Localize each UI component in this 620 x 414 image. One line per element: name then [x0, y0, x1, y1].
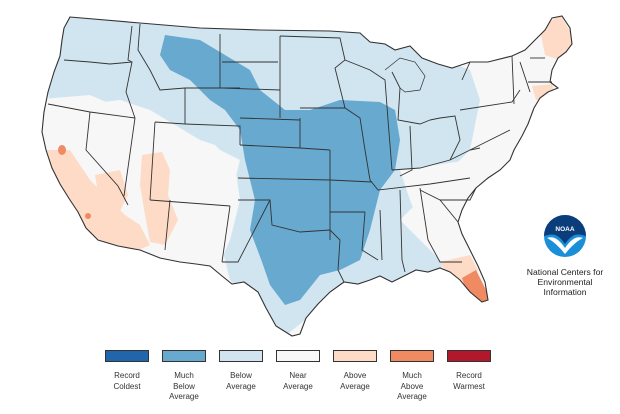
- region-much-below-average: [160, 35, 400, 305]
- region-above-average-southwest: [44, 150, 150, 250]
- ncei-text: National Centers for Environmental Infor…: [526, 267, 604, 297]
- region-above-average-massachusetts: [532, 84, 556, 100]
- region-much-above-ca-south: [85, 213, 91, 219]
- region-much-above-average-florida: [462, 270, 490, 306]
- ncei-logo: NOAA National Centers for Environmental …: [515, 214, 615, 297]
- region-above-average-sw2: [95, 170, 128, 215]
- noaa-badge-text: NOAA: [555, 226, 574, 233]
- region-much-above-ca-north: [58, 145, 66, 155]
- region-above-average-utah-az: [140, 152, 178, 245]
- noaa-emblem-icon: NOAA: [544, 215, 586, 257]
- region-above-average-maine: [540, 16, 572, 60]
- state-borders: [41, 15, 573, 337]
